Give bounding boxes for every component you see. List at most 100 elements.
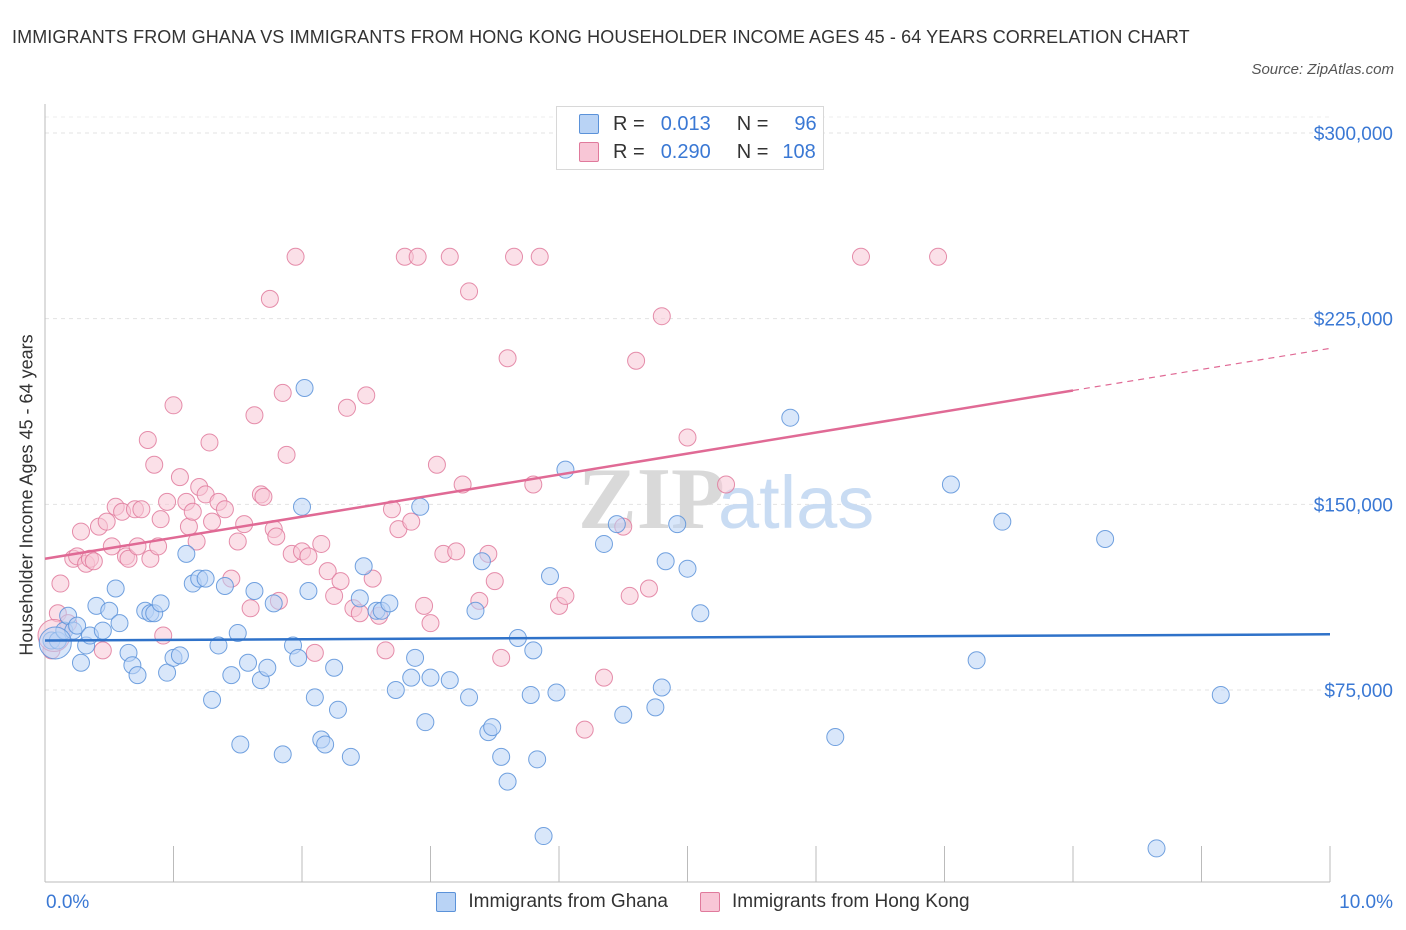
ghana-point (293, 497, 311, 516)
hongkong-point (498, 349, 517, 368)
tick-labels: $75,000 $150,000 $225,000 $300,000 0.0% 10.0% (46, 124, 1393, 913)
x-tick-label: 10.0% (1339, 892, 1393, 913)
ghana-point (350, 589, 369, 608)
hongkong-point (260, 289, 279, 308)
ghana-point (498, 772, 517, 791)
hongkong-point (132, 500, 151, 519)
ghana-point (341, 747, 360, 766)
hongkong-legend-label: Immigrants from Hong Kong (731, 891, 970, 912)
ghana-point (607, 515, 626, 534)
hongkong-point (678, 428, 697, 447)
ghana-point (258, 658, 277, 677)
ghana-point (524, 641, 543, 660)
ghana-point (196, 569, 215, 588)
hongkong-point (179, 517, 198, 536)
y-tick-label: $300,000 (1314, 124, 1393, 145)
axes (44, 104, 1331, 883)
hongkong-point (273, 383, 292, 402)
ghana-point (295, 378, 314, 397)
ghana-point (421, 668, 440, 687)
ghana-point (328, 700, 347, 719)
ghana-point (151, 594, 170, 613)
ghana-legend-label: Immigrants from Ghana (468, 891, 668, 912)
ghana-point (781, 408, 800, 427)
ghana-point (245, 581, 264, 600)
data-points (37, 247, 1230, 858)
y-tick-label: $150,000 (1314, 495, 1393, 516)
ghana-point (203, 690, 222, 709)
hongkong-point (203, 512, 222, 531)
hongkong-point (415, 596, 434, 615)
ghana-point (440, 671, 459, 690)
hongkong-point (228, 532, 247, 551)
hongkong-legend-swatch (699, 892, 720, 912)
ghana-point (231, 735, 250, 754)
hongkong-point (851, 247, 870, 266)
ghana-n-label: N = (736, 112, 769, 135)
legend-item-ghana[interactable]: Immigrants from Ghana (436, 891, 668, 913)
ghana-point (411, 497, 430, 516)
hongkong-trend-extension (1072, 347, 1331, 392)
ghana-point (993, 512, 1012, 531)
ghana-point (614, 705, 633, 724)
ghana-point (547, 683, 566, 702)
ghana-point (941, 475, 960, 494)
hongkong-point (145, 455, 164, 474)
ghana-point (1211, 685, 1230, 704)
ghana-point (492, 747, 511, 766)
ghana-point (416, 713, 435, 732)
ghana-point (299, 581, 318, 600)
hongkong-n-label: N = (736, 140, 769, 163)
ghana-point (483, 718, 502, 737)
legend-row-ghana: R = 0.013 N = 96 (579, 111, 817, 137)
legend-item-hongkong[interactable]: Immigrants from Hong Kong (699, 891, 970, 913)
ghana-point (100, 601, 119, 620)
hongkong-r-label: R = (613, 140, 645, 163)
hongkong-point (717, 475, 736, 494)
ghana-point (110, 614, 129, 633)
ghana-point (646, 698, 665, 717)
ghana-point (215, 577, 234, 596)
hongkong-point (151, 510, 170, 529)
ghana-point (325, 658, 344, 677)
ghana-point (316, 735, 335, 754)
ghana-point (68, 616, 87, 635)
hongkong-n-value: 108 (782, 140, 816, 163)
hongkong-point (158, 492, 177, 511)
ghana-point (402, 668, 421, 687)
ghana-point (460, 688, 479, 707)
ghana-point (386, 681, 405, 699)
hongkong-point (138, 430, 157, 449)
trend-lines (44, 347, 1331, 642)
ghana-point (289, 648, 308, 667)
ghana-point (273, 745, 292, 764)
hongkong-point (241, 599, 260, 618)
ghana-point (38, 626, 72, 660)
watermark-zip: ZIP (578, 451, 725, 548)
legend-row-hongkong: R = 0.290 N = 108 (579, 139, 816, 165)
ghana-point (656, 552, 675, 571)
hongkong-point (51, 574, 70, 593)
hongkong-point (505, 247, 524, 266)
hongkong-point (652, 307, 671, 326)
ghana-swatch (579, 114, 599, 134)
hongkong-point (254, 487, 273, 506)
hongkong-point (440, 247, 459, 266)
hongkong-point (460, 282, 479, 301)
ghana-point (239, 653, 258, 672)
hongkong-point (97, 512, 116, 531)
hongkong-point (215, 500, 234, 519)
ghana-point (1147, 839, 1166, 858)
hongkong-point (170, 468, 189, 487)
ghana-point (106, 579, 125, 598)
ghana-point (967, 651, 986, 670)
gridlines (45, 116, 1330, 691)
hongkong-point (128, 537, 147, 556)
ghana-point (594, 534, 613, 553)
hongkong-point (337, 398, 356, 417)
ghana-legend-swatch (436, 892, 457, 912)
hongkong-point (421, 614, 440, 633)
hongkong-point (318, 562, 337, 581)
hongkong-point (427, 455, 446, 474)
chart-title: IMMIGRANTS FROM GHANA VS IMMIGRANTS FROM… (12, 27, 1190, 47)
